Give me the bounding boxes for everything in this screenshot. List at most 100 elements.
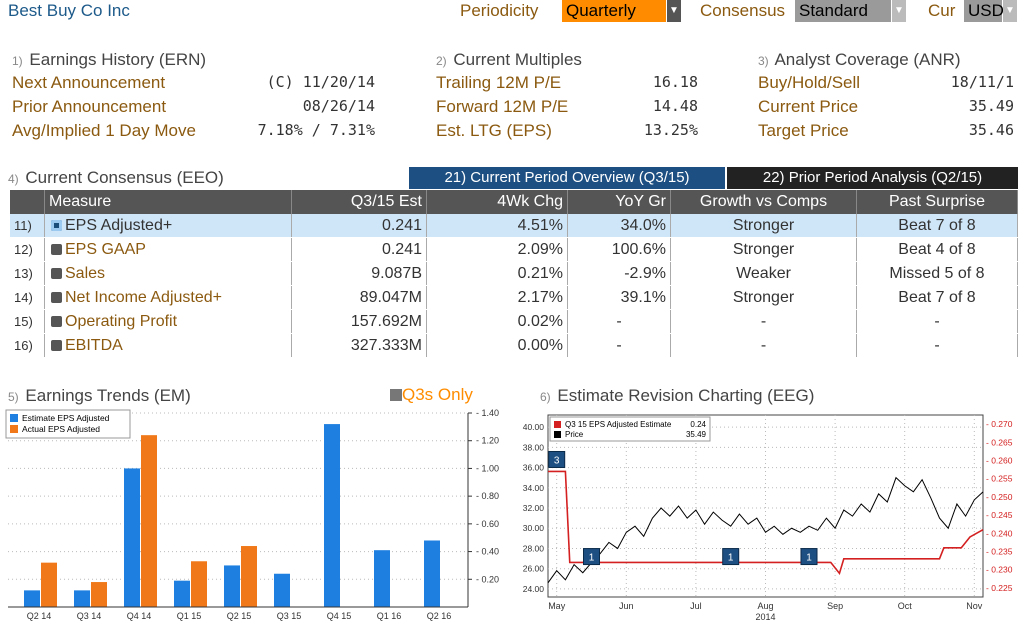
- left-y-tick-label: 40.00: [523, 422, 545, 432]
- section-title: Current Consensus (EEO): [25, 168, 224, 187]
- consensus-dropdown[interactable]: Standard: [795, 0, 891, 22]
- table-row[interactable]: 11) EPS Adjusted+ 0.241 4.51% 34.0% Stro…: [10, 214, 1018, 238]
- measure-cell[interactable]: Sales: [44, 261, 292, 286]
- column-header-measure[interactable]: Measure: [44, 190, 292, 214]
- forward-pe-value: 14.48: [652, 97, 698, 115]
- tab-current-period-overview[interactable]: 21) Current Period Overview (Q3/15): [409, 167, 725, 189]
- table-row[interactable]: 16) EBITDA 327.333M 0.00% - - -: [10, 333, 1018, 358]
- consensus-label: Consensus: [700, 1, 786, 20]
- legend-value: 35.49: [686, 430, 707, 439]
- table-row[interactable]: 15) Operating Profit 157.692M 0.02% - - …: [10, 309, 1018, 334]
- q3s-only-toggle[interactable]: Q3s Only: [390, 385, 473, 405]
- right-y-tick-label: - 0.265: [986, 437, 1013, 447]
- radio-icon[interactable]: [51, 219, 62, 231]
- chevron-down-icon[interactable]: ▼: [1003, 0, 1017, 22]
- table-header-row: Measure Q3/15 Est 4Wk Chg YoY Gr Growth …: [10, 190, 1018, 214]
- y-tick-label: - 1.20: [476, 436, 499, 446]
- event-marker: [800, 548, 818, 566]
- column-header-4wk-chg[interactable]: 4Wk Chg: [426, 190, 568, 214]
- analyst-coverage-title[interactable]: 3) Analyst Coverage (ANR): [758, 50, 961, 70]
- measure-cell[interactable]: EPS Adjusted+: [44, 214, 292, 238]
- ltg-value: 13.25%: [643, 121, 698, 139]
- radio-icon[interactable]: [51, 243, 62, 255]
- next-announcement-label: Next Announcement: [12, 73, 166, 92]
- x-tick-label: Q4 14: [127, 611, 152, 621]
- x-tick-label: Nov: [966, 601, 983, 611]
- chg-cell: 0.00%: [426, 333, 568, 358]
- right-y-tick-label: - 0.255: [986, 474, 1013, 484]
- table-row[interactable]: 12) EPS GAAP 0.241 2.09% 100.6% Stronger…: [10, 237, 1018, 262]
- table-row[interactable]: 13) Sales 9.087B 0.21% -2.9% Weaker Miss…: [10, 261, 1018, 286]
- chevron-down-icon[interactable]: ▼: [892, 0, 906, 22]
- chart-bars: [24, 424, 440, 607]
- measure-cell[interactable]: EPS GAAP: [44, 237, 292, 262]
- row-number: 11): [10, 214, 45, 238]
- ltg-label: Est. LTG (EPS): [436, 121, 552, 140]
- measure-label: EPS GAAP: [65, 240, 146, 258]
- currency-value: USD: [968, 1, 1004, 20]
- section-number: 4): [8, 172, 19, 186]
- left-y-tick-label: 36.00: [523, 463, 545, 473]
- legend-swatch: [554, 421, 561, 428]
- column-header-past-surprise[interactable]: Past Surprise: [856, 190, 1018, 214]
- chart-axis: - 0.20 - 0.40 - 0.60 - 0.80 - 1.00 - 1.20 - 1.…: [8, 408, 499, 621]
- column-header-growth-vs-comps[interactable]: Growth vs Comps: [670, 190, 857, 214]
- prior-announcement-value: 08/26/14: [302, 97, 375, 115]
- currency-dropdown[interactable]: USD: [964, 0, 1004, 22]
- column-header-est[interactable]: Q3/15 Est: [291, 190, 427, 214]
- radio-icon[interactable]: [51, 315, 62, 327]
- chg-cell: 2.09%: [426, 237, 568, 262]
- event-marker-label: 1: [806, 553, 812, 564]
- measure-cell[interactable]: Operating Profit: [44, 309, 292, 334]
- bar-estimate: [224, 565, 240, 607]
- comps-cell: Stronger: [670, 285, 857, 310]
- x-tick-label: Q2 14: [27, 611, 52, 621]
- estimate-revision-title[interactable]: 6) Estimate Revision Charting (EEG): [540, 386, 814, 406]
- earnings-trends-title[interactable]: 5) Earnings Trends (EM): [8, 386, 191, 406]
- radio-icon[interactable]: [51, 339, 62, 351]
- bar-actual: [241, 546, 257, 607]
- earnings-history-title[interactable]: 1) Earnings History (ERN): [12, 50, 206, 70]
- chart-legend: Q3 15 EPS Adjusted Estimate 0.24 Price 35.4…: [549, 416, 711, 442]
- section-title: Analyst Coverage (ANR): [774, 50, 961, 69]
- consensus-value: Standard: [799, 1, 868, 20]
- radio-icon[interactable]: [51, 291, 62, 303]
- bar-actual: [191, 561, 207, 607]
- column-header-yoy-gr[interactable]: YoY Gr: [567, 190, 671, 214]
- right-y-tick-label: - 0.245: [986, 510, 1013, 520]
- chg-cell: 4.51%: [426, 214, 568, 238]
- tab-prior-period-analysis[interactable]: 22) Prior Period Analysis (Q2/15): [727, 167, 1018, 189]
- right-y-tick-label: - 0.270: [986, 419, 1013, 429]
- currency-label: Cur: [928, 1, 956, 20]
- current-price-label: Current Price: [758, 97, 859, 116]
- event-marker: [583, 548, 600, 566]
- left-y-tick-label: 34.00: [523, 483, 545, 493]
- table-row[interactable]: 14) Net Income Adjusted+ 89.047M 2.17% 3…: [10, 285, 1018, 310]
- legend-value: 0.24: [690, 420, 706, 429]
- comps-cell: -: [670, 309, 857, 334]
- measure-label: EBITDA: [65, 336, 123, 354]
- chevron-down-icon[interactable]: ▼: [667, 0, 681, 22]
- current-consensus-title[interactable]: 4) Current Consensus (EEO): [8, 168, 224, 188]
- est-cell: 327.333M: [291, 333, 427, 358]
- current-multiples-title[interactable]: 2) Current Multiples: [436, 50, 582, 70]
- y-tick-label: - 0.20: [476, 574, 499, 584]
- trailing-pe-label: Trailing 12M P/E: [436, 73, 562, 92]
- legend-label: Estimate EPS Adjusted: [22, 413, 110, 423]
- measure-cell[interactable]: EBITDA: [44, 333, 292, 358]
- periodicity-dropdown[interactable]: Quarterly: [562, 0, 666, 22]
- earnings-trends-chart: - 0.20 - 0.40 - 0.60 - 0.80 - 1.00 - 1.20 - 1.…: [5, 408, 499, 621]
- checkbox-icon[interactable]: [390, 389, 402, 401]
- measure-label: Operating Profit: [65, 312, 178, 330]
- radio-icon[interactable]: [51, 267, 62, 279]
- measure-cell[interactable]: Net Income Adjusted+: [44, 285, 292, 310]
- event-marker-label: 1: [728, 553, 734, 564]
- trailing-pe-value: 16.18: [652, 73, 698, 91]
- yoy-cell: 39.1%: [567, 285, 671, 310]
- y-tick-label: - 0.60: [476, 519, 499, 529]
- y-tick-label: - 0.80: [476, 491, 499, 501]
- surprise-cell: -: [856, 309, 1018, 334]
- surprise-cell: Beat 7 of 8: [856, 214, 1018, 238]
- section-number: 2): [436, 54, 447, 68]
- row-number: 15): [10, 309, 45, 334]
